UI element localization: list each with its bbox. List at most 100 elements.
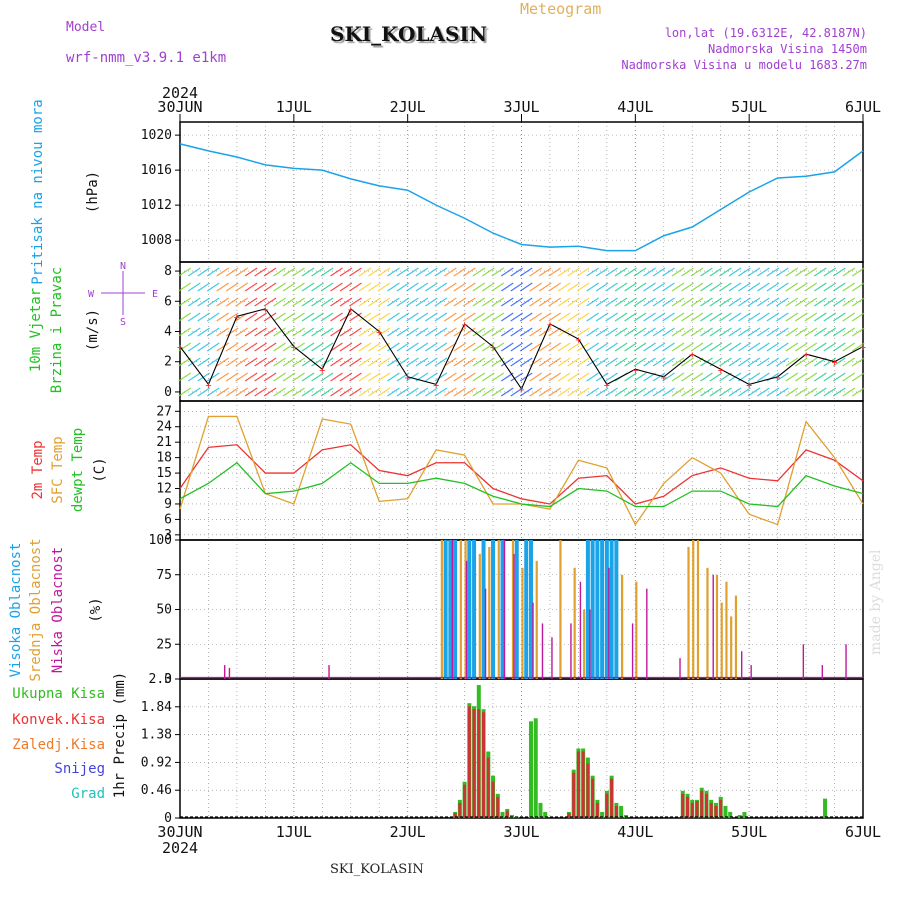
wind-arrow: [500, 342, 514, 352]
wind-arrow: [425, 297, 438, 307]
wind-arrow: [244, 312, 258, 322]
wind-arrow: [757, 282, 770, 292]
panel-precip: [175, 678, 864, 819]
wind-arrow: [747, 312, 761, 322]
wind-arrow: [633, 327, 647, 337]
high-cloud-bar: [590, 540, 595, 679]
wind-arrow: [187, 387, 201, 397]
wind-arrow: [216, 372, 230, 382]
wind-arrow: [586, 372, 599, 382]
wind-arrow: [548, 312, 562, 322]
mid-cloud-bar: [621, 574, 624, 679]
wind-arrow: [757, 327, 770, 337]
wind-arrow: [662, 267, 675, 277]
wind-arrow: [557, 297, 571, 307]
wind-arrow: [263, 342, 277, 352]
wind-arrow: [510, 342, 524, 352]
x-tick-label-top: 3JUL: [503, 98, 539, 116]
wind-arrow: [785, 297, 799, 307]
wind-arrow: [444, 267, 457, 277]
wind-arrow: [263, 327, 277, 337]
wind-arrow: [652, 327, 666, 337]
wind-arrow: [358, 267, 372, 277]
total-precip-bar: [742, 811, 747, 818]
conv-precip-bar: [605, 793, 609, 818]
conv-precip-bar: [591, 778, 595, 818]
wind-arrow: [823, 342, 837, 352]
wind-gust-marker: +: [518, 385, 524, 396]
wind-arrow: [557, 282, 571, 292]
y-tick-label: 1016: [141, 163, 172, 178]
wind-arrow: [197, 342, 211, 352]
wind-arrow: [595, 327, 609, 337]
conv-precip-bar: [491, 781, 495, 818]
wind-arrow: [425, 342, 438, 352]
wind-gust-marker: +: [319, 365, 325, 376]
wind-arrow: [538, 327, 552, 337]
wind-arrow: [282, 312, 296, 322]
wind-gust-marker: +: [803, 350, 809, 361]
wind-gust-marker: +: [575, 335, 581, 346]
wind-arrow: [633, 312, 647, 322]
wind-arrow: [823, 297, 837, 307]
wind-arrow: [292, 312, 305, 322]
wind-arrow: [197, 312, 211, 322]
wind-gust-marker: +: [632, 365, 638, 376]
wind-arrow: [282, 357, 296, 367]
wind-arrow: [529, 387, 543, 397]
wind-gust-marker: +: [262, 305, 268, 316]
conv-precip-bar: [496, 796, 500, 818]
wind-arrow: [605, 312, 618, 322]
wind-arrow: [368, 297, 381, 307]
high-cloud-bar: [467, 540, 472, 679]
wind-arrow: [187, 282, 201, 292]
wind-arrow: [273, 297, 286, 307]
wind-gust-marker: +: [462, 320, 468, 331]
wind-arrow: [225, 387, 239, 397]
wind-arrow: [330, 342, 343, 352]
wind-arrow: [472, 342, 486, 352]
wind-arrow: [206, 312, 220, 322]
high-cloud-bar: [448, 540, 453, 679]
wind-arrow: [273, 372, 286, 382]
wind-arrow: [690, 342, 704, 352]
wind-arrow: [472, 357, 486, 367]
wind-arrow: [766, 357, 780, 367]
wind-arrow: [719, 387, 732, 397]
y-tick-label: 3: [164, 528, 172, 543]
wind-arrow: [766, 312, 780, 322]
wind-gust-marker: +: [234, 312, 240, 323]
precip-legend-4: Grad: [71, 786, 105, 802]
wind-arrow: [349, 282, 362, 292]
wind-arrow: [320, 297, 334, 307]
conv-precip-bar: [709, 802, 713, 818]
wind-arrow: [500, 327, 514, 337]
wind-arrow: [795, 297, 808, 307]
wind-arrow: [358, 372, 372, 382]
wind-arrow: [519, 267, 533, 277]
wind-arrow: [747, 387, 761, 397]
wind-arrow: [595, 387, 609, 397]
wind-arrow: [434, 297, 448, 307]
total-precip-bar: [737, 814, 742, 818]
conv-precip-bar: [690, 802, 694, 818]
wind-arrow: [358, 297, 372, 307]
wind-arrow: [538, 342, 552, 352]
wind-arrow: [481, 312, 495, 322]
wind-arrow: [472, 267, 486, 277]
wind-gust-marker: +: [490, 343, 496, 354]
wind-arrow: [690, 267, 704, 277]
wind-arrow: [586, 342, 599, 352]
wind-arrow: [681, 297, 694, 307]
wind-direction-legend: [101, 271, 145, 315]
wind-arrow: [557, 267, 571, 277]
wind-arrow: [368, 327, 381, 337]
wind-arrow: [832, 297, 846, 307]
wind-arrow: [425, 282, 438, 292]
wind-arrow: [263, 387, 277, 397]
wind-arrow: [700, 282, 713, 292]
wind-ylabel-2: Brzina i Pravac: [49, 267, 65, 393]
wind-arrow: [368, 387, 381, 397]
wind-arrow: [842, 387, 856, 397]
wind-arrow: [823, 372, 837, 382]
